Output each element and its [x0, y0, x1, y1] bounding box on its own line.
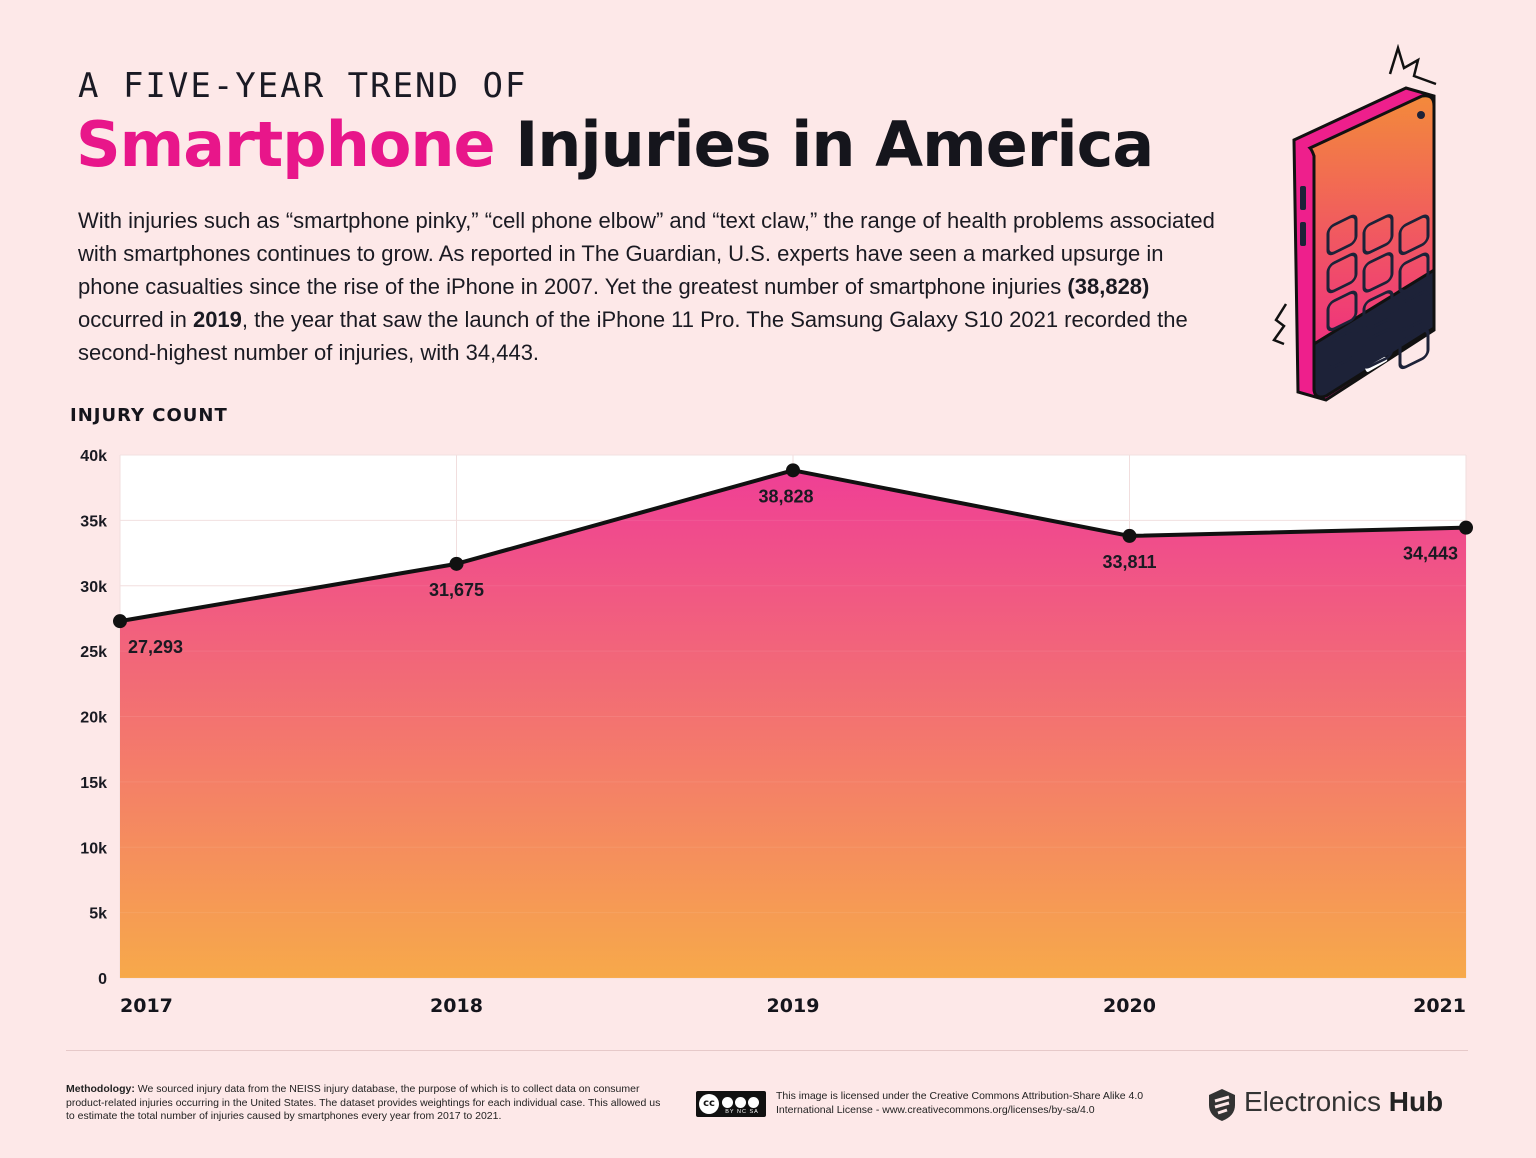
injury-area-chart: 27,293 31,675 38,828 33,811 34,443 0 5k 10k 15k 2…: [80, 448, 1473, 1017]
methodology-text: We sourced injury data from the NEISS in…: [66, 1083, 661, 1122]
brand-name: Electronics Hub: [1244, 1086, 1443, 1118]
data-point-2020: [1122, 528, 1137, 543]
cc-tags: BY NC SA: [725, 1109, 759, 1115]
y-tick-label: 5k: [89, 906, 107, 923]
cc-icon: cc: [699, 1094, 719, 1114]
data-point-2019: [786, 463, 800, 478]
intro-paragraph: With injuries such as “smartphone pinky,…: [78, 204, 1228, 369]
y-tick-label: 35k: [80, 513, 107, 530]
data-label-2020: 33,811: [1102, 552, 1156, 572]
y-tick-label: 30k: [80, 579, 107, 596]
data-point-2018: [449, 556, 464, 571]
intro-peak-year: 2019: [192, 307, 242, 332]
intro-text: , the year that saw the launch of the iP…: [78, 307, 1188, 365]
x-tick-label-2017: 2017: [120, 995, 173, 1017]
x-tick-label-2019: 2019: [767, 995, 820, 1017]
y-tick-label: 20k: [80, 710, 107, 727]
brand-name-bold: Hub: [1388, 1086, 1444, 1117]
data-label-2019: 38,828: [758, 486, 813, 506]
y-tick-label: 40k: [80, 448, 107, 465]
cc-license-badge: cc BY NC SA: [696, 1091, 766, 1117]
smartphone-icon: [1272, 44, 1437, 402]
intro-text: occurred in: [78, 307, 193, 332]
y-tick-label: 15k: [80, 775, 107, 792]
title-rest: Injuries in America: [515, 108, 1154, 181]
brand-name-light: Electronics: [1244, 1086, 1381, 1117]
x-tick-label-2021: 2021: [1413, 995, 1466, 1017]
area-fill: [120, 470, 1466, 978]
y-axis-title: INJURY COUNT: [70, 405, 228, 426]
y-tick-label: 25k: [80, 644, 107, 661]
license-text: This image is licensed under the Creativ…: [776, 1090, 1144, 1116]
data-point-2017: [113, 614, 127, 629]
electronics-hub-logo-icon: [1209, 1089, 1235, 1121]
x-tick-label-2020: 2020: [1103, 995, 1156, 1017]
page-title: Smartphone Injuries in America: [76, 108, 1154, 181]
footer-divider: [66, 1050, 1468, 1051]
y-tick-label: 0: [98, 971, 107, 988]
intro-peak-value: (38,828): [1067, 274, 1150, 299]
methodology-label: Methodology:: [66, 1083, 135, 1095]
title-highlight: Smartphone: [76, 108, 496, 181]
data-point-2021: [1459, 520, 1473, 535]
data-label-2017: 27,293: [128, 637, 183, 657]
x-tick-label-2018: 2018: [430, 995, 483, 1017]
y-tick-label: 10k: [80, 840, 107, 857]
intro-text: With injuries such as “smartphone pinky,…: [78, 208, 1215, 299]
data-label-2018: 31,675: [429, 580, 484, 600]
data-label-2021: 34,443: [1403, 544, 1458, 564]
methodology-note: Methodology: We sourced injury data from…: [66, 1083, 666, 1124]
kicker-title: A FIVE-YEAR TREND OF: [78, 66, 528, 106]
